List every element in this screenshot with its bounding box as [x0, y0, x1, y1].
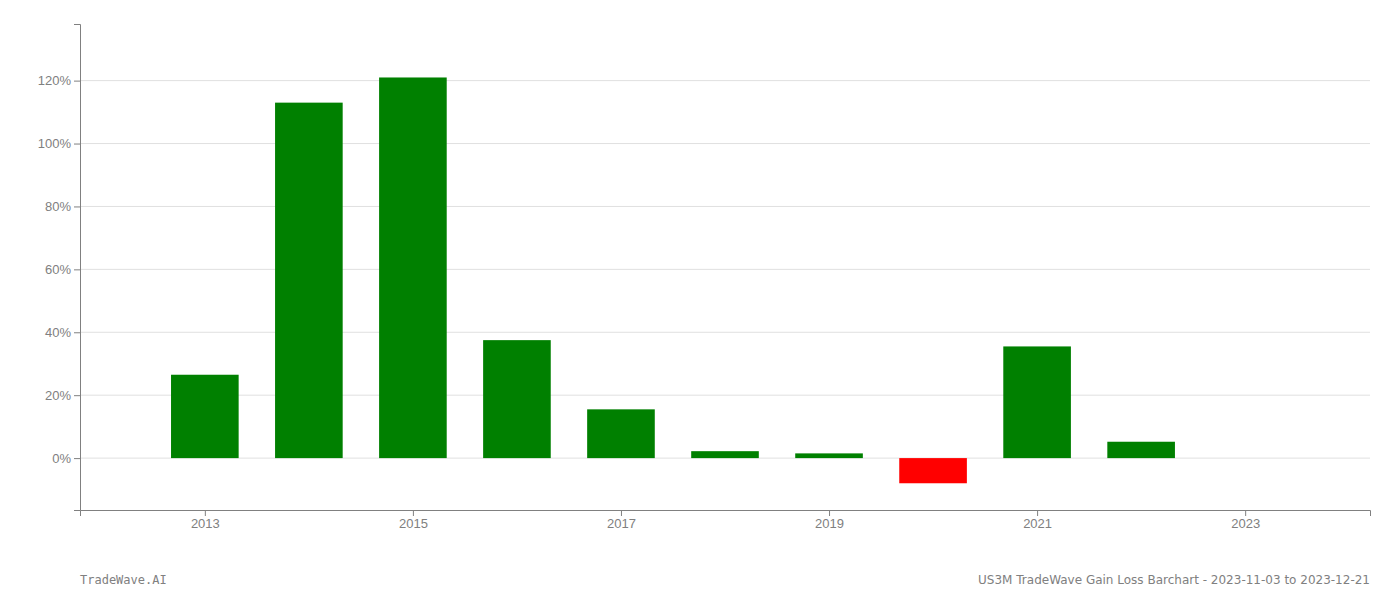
y-tick-label: 40%: [45, 325, 71, 340]
x-tick: 2015: [399, 510, 428, 531]
y-tick-mark: [74, 144, 80, 145]
x-tick-mark: [1037, 510, 1038, 516]
y-tick: 0%: [52, 451, 80, 466]
footer-left: TradeWave.AI: [80, 573, 167, 587]
y-tick: 120%: [38, 73, 80, 88]
y-axis-line: [74, 25, 81, 511]
bar: [483, 340, 551, 458]
bar: [379, 77, 447, 458]
grid-line: [80, 269, 1370, 270]
x-tick-label: 2015: [399, 516, 428, 531]
x-tick-label: 2019: [815, 516, 844, 531]
y-tick-mark: [74, 81, 80, 82]
y-tick: 40%: [45, 325, 80, 340]
footer-right: US3M TradeWave Gain Loss Barchart - 2023…: [978, 573, 1370, 587]
bar: [1003, 346, 1071, 458]
y-tick-label: 80%: [45, 199, 71, 214]
y-tick: 80%: [45, 199, 80, 214]
bar: [1107, 442, 1175, 458]
y-tick-mark: [74, 458, 80, 459]
y-tick-label: 0%: [52, 451, 71, 466]
y-tick: 20%: [45, 388, 80, 403]
x-tick: 2017: [607, 510, 636, 531]
x-tick-mark: [621, 510, 622, 516]
plot: 0%20%40%60%80%100%120%201320152017201920…: [38, 25, 1371, 532]
y-tick: 100%: [38, 136, 80, 151]
x-axis: 2013 2015 2017 2019 2021 2023: [81, 510, 1371, 531]
x-tick-label: 2023: [1231, 516, 1260, 531]
x-tick: 2023: [1231, 510, 1260, 531]
bar: [899, 458, 967, 483]
x-tick-mark: [205, 510, 206, 516]
bars: [171, 77, 1175, 483]
y-tick: 60%: [45, 262, 80, 277]
y-tick-label: 20%: [45, 388, 71, 403]
bar: [171, 375, 239, 458]
grid-line: [80, 332, 1370, 333]
y-tick-label: 60%: [45, 262, 71, 277]
grid-line: [80, 206, 1370, 207]
x-tick: 2021: [1023, 510, 1052, 531]
x-tick-mark: [829, 510, 830, 516]
x-tick-mark: [1245, 510, 1246, 516]
y-tick-label: 100%: [38, 136, 72, 151]
chart: 0%20%40%60%80%100%120%201320152017201920…: [0, 0, 1400, 600]
bar: [795, 453, 863, 458]
grid-line: [80, 80, 1370, 81]
x-tick: 2013: [191, 510, 220, 531]
y-tick-label: 120%: [38, 73, 72, 88]
grid: [80, 81, 1370, 458]
y-tick-mark: [74, 332, 80, 333]
x-axis-line: [81, 511, 1371, 517]
bar: [275, 103, 343, 458]
x-tick-label: 2021: [1023, 516, 1052, 531]
grid-line: [80, 143, 1370, 144]
bar: [691, 451, 759, 458]
y-tick-mark: [74, 395, 80, 396]
y-tick-mark: [74, 206, 80, 207]
x-tick-label: 2013: [191, 516, 220, 531]
x-tick-label: 2017: [607, 516, 636, 531]
grid-line: [80, 395, 1370, 396]
x-tick-mark: [413, 510, 414, 516]
bar: [587, 409, 655, 458]
x-tick: 2019: [815, 510, 844, 531]
y-tick-mark: [74, 269, 80, 270]
y-axis: 0% 20% 40% 60% 80% 100% 120%: [38, 25, 81, 511]
